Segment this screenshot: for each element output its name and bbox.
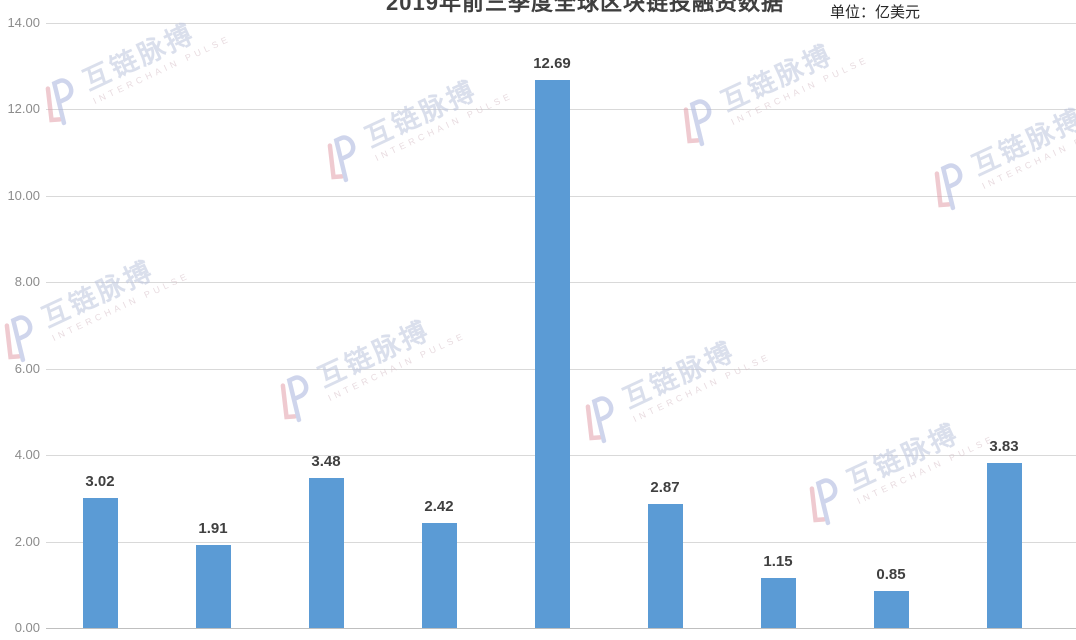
y-axis-tick-label: 6.00 <box>14 360 40 376</box>
bar-value-label: 3.83 <box>989 437 1019 455</box>
watermark-en-text: INTERCHAIN PULSE <box>980 117 1076 191</box>
interchain-pulse-logo-icon <box>585 396 614 444</box>
interchain-pulse-logo-icon <box>809 478 838 526</box>
bar-value-label: 3.02 <box>85 472 115 490</box>
watermark: 互链脉搏 INTERCHAIN PULSE <box>310 47 531 194</box>
unit-label: 单位：亿美元 <box>830 4 921 21</box>
bar <box>986 462 1022 628</box>
watermark-en-text: INTERCHAIN PULSE <box>326 329 468 403</box>
bar <box>534 79 570 628</box>
bar-value-label: 0.85 <box>876 566 906 584</box>
chart-title: 2019年前三季度全球区块链投融资数据 <box>386 0 784 15</box>
watermark-cn-text: 互链脉搏 <box>313 314 435 393</box>
watermark: 互链脉搏 INTERCHAIN PULSE <box>666 11 887 158</box>
watermark-en-text: INTERCHAIN PULSE <box>631 350 773 424</box>
bar <box>760 578 796 628</box>
watermark: 互链脉搏 INTERCHAIN PULSE <box>28 0 249 138</box>
bar <box>195 545 231 628</box>
watermark-cn-text: 互链脉搏 <box>360 74 482 153</box>
bar-value-label: 12.69 <box>533 54 571 72</box>
bar <box>873 591 909 628</box>
bar-value-label: 2.42 <box>424 498 454 516</box>
bar <box>421 523 457 628</box>
watermark-en-text: INTERCHAIN PULSE <box>91 32 233 106</box>
interchain-pulse-logo-icon <box>683 99 712 147</box>
bar-value-label: 3.48 <box>311 452 341 470</box>
y-axis-tick-label: 14.00 <box>7 15 40 31</box>
bar-value-label: 1.15 <box>763 553 793 571</box>
bar <box>308 477 344 628</box>
watermark: 互链脉搏 INTERCHAIN PULSE <box>917 75 1076 222</box>
bar <box>647 503 683 628</box>
y-axis-tick-label: 0.00 <box>14 620 40 635</box>
interchain-pulse-logo-icon <box>934 163 963 211</box>
bar-value-label: 1.91 <box>198 520 228 538</box>
watermark-en-text: INTERCHAIN PULSE <box>373 89 515 163</box>
y-axis-tick-label: 4.00 <box>14 447 40 463</box>
interchain-pulse-logo-icon <box>280 375 309 423</box>
y-axis-tick-label: 8.00 <box>14 274 40 290</box>
watermark: 互链脉搏 INTERCHAIN PULSE <box>568 308 789 455</box>
y-axis-tick-label: 10.00 <box>7 187 40 203</box>
watermark: 互链脉搏 INTERCHAIN PULSE <box>263 287 484 434</box>
watermark-cn-text: 互链脉搏 <box>78 17 200 96</box>
watermark: 互链脉搏 INTERCHAIN PULSE <box>792 390 1013 537</box>
interchain-pulse-logo-icon <box>4 315 33 363</box>
x-axis-line <box>46 628 1076 629</box>
bar <box>82 497 118 628</box>
watermark-cn-text: 互链脉搏 <box>967 102 1076 181</box>
gridline <box>46 23 1076 25</box>
interchain-pulse-logo-icon <box>327 135 356 183</box>
watermark-cn-text: 互链脉搏 <box>716 38 838 117</box>
bar-value-label: 2.87 <box>650 478 680 496</box>
y-axis-tick-label: 2.00 <box>14 533 40 549</box>
watermark-en-text: INTERCHAIN PULSE <box>729 53 871 127</box>
watermark: 互链脉搏 INTERCHAIN PULSE <box>0 227 208 374</box>
y-axis-tick-label: 12.00 <box>7 101 40 117</box>
watermark-cn-text: 互链脉搏 <box>37 254 159 333</box>
